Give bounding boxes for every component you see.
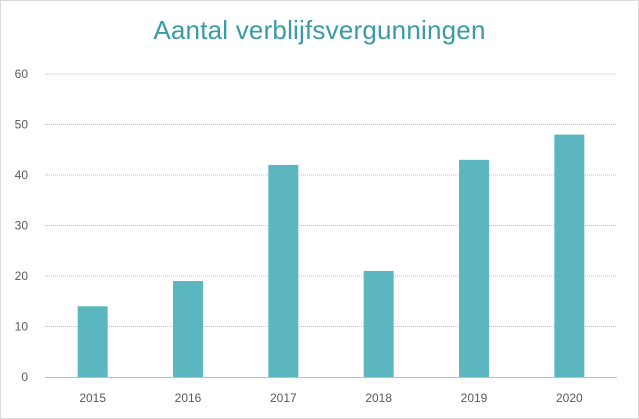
y-axis-tick-labels: 0 10 20 30 40 50 60 [15, 67, 29, 384]
bar-2016 [173, 281, 203, 377]
gridlines [45, 73, 617, 327]
x-axis-tick-labels: 2015 2016 2017 2018 2019 2020 [79, 391, 583, 405]
chart-title: Aantal verblijfsvergunningen [153, 15, 486, 45]
bar-2018 [363, 270, 394, 377]
y-tick-label: 60 [15, 67, 29, 81]
x-tick-label: 2017 [270, 391, 297, 405]
y-tick-label: 10 [15, 320, 29, 334]
x-tick-label: 2015 [79, 391, 106, 405]
x-tick-label: 2019 [461, 391, 488, 405]
bar-2020 [554, 134, 585, 377]
y-tick-label: 40 [15, 168, 29, 182]
bar-2017 [268, 164, 299, 377]
bar-2015 [77, 306, 108, 377]
y-tick-label: 0 [21, 370, 28, 384]
y-tick-label: 30 [15, 219, 29, 233]
x-tick-label: 2016 [175, 391, 202, 405]
y-tick-label: 50 [15, 118, 29, 132]
y-tick-label: 20 [15, 269, 29, 283]
x-tick-label: 2020 [556, 391, 583, 405]
bars [77, 134, 585, 377]
x-tick-label: 2018 [365, 391, 392, 405]
bar-2019 [459, 159, 489, 377]
